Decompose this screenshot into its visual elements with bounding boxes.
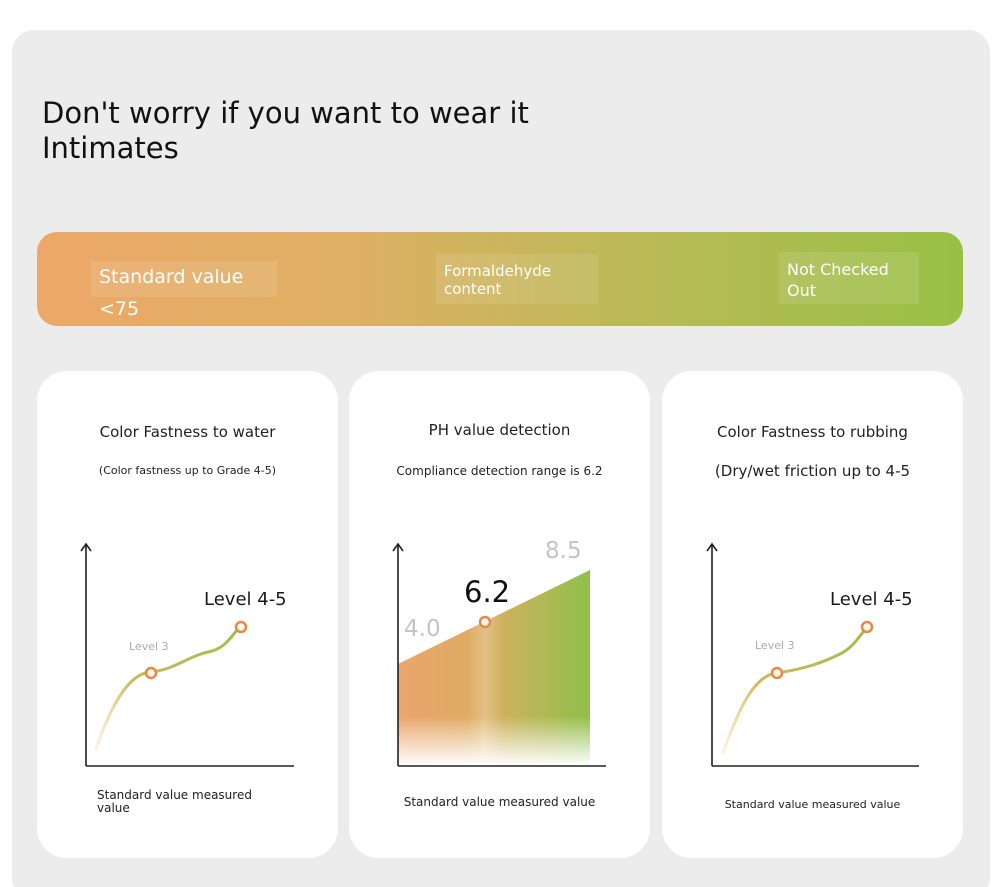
point-6-2 [478, 615, 492, 629]
water-fastness-chart: Level 3 Level 4-5 [80, 542, 294, 767]
point-level-4-5 [860, 620, 874, 634]
y-axis-arrow [392, 542, 404, 552]
annotation-level-4-5: Level 4-5 [830, 589, 913, 610]
card-water-fastness: Color Fastness to water (Color fastness … [37, 371, 338, 858]
headline-line-2: Intimates [42, 131, 179, 165]
area-fade [398, 716, 590, 766]
x-axis-caption: Standard value measured value [403, 795, 596, 809]
card-ph-value: PH value detection Compliance detection … [349, 371, 650, 858]
banner-item-formaldehyde: Formaldehyde content [436, 254, 598, 304]
x-axis-caption: Standard value measured value [97, 788, 252, 815]
card-subtitle: (Color fastness up to Grade 4-5) [98, 464, 277, 477]
value-label-6-2: 6.2 [464, 575, 510, 609]
card-subtitle: Compliance detection range is 6.2 [396, 464, 603, 478]
point-level-3 [770, 666, 784, 680]
banner-item-standard-value: Standard value <75 [91, 261, 277, 320]
x-axis-caption: Standard value measured value [724, 798, 901, 811]
point-level-3 [144, 666, 158, 680]
point-level-4-5 [234, 620, 248, 634]
headline-line-1: Don't worry if you want to wear it [42, 96, 529, 130]
y-axis-arrow [706, 542, 718, 552]
annotation-level-3: Level 3 [129, 640, 169, 653]
rubbing-fastness-chart: Level 3 Level 4-5 [706, 542, 919, 767]
value-label-4-0: 4.0 [404, 616, 441, 642]
card-title: Color Fastness to water [99, 423, 276, 441]
card-rubbing-fastness: Color Fastness to rubbing (Dry/wet frict… [662, 371, 963, 858]
page-headline: Don't worry if you want to wear it Intim… [42, 96, 602, 166]
banner-item-not-checked: Not Checked Out [779, 252, 919, 304]
annotation-level-4-5: Level 4-5 [204, 589, 287, 610]
card-title: Color Fastness to rubbing [717, 423, 908, 441]
y-axis-arrow [80, 542, 92, 552]
card-title: PH value detection [428, 421, 571, 439]
annotation-level-3: Level 3 [755, 639, 795, 652]
series-line [721, 625, 869, 755]
series-line [94, 625, 242, 751]
value-label-8-5: 8.5 [545, 538, 582, 564]
standards-banner [37, 232, 963, 326]
ph-value-chart: 4.0 6.2 8.5 [392, 538, 606, 767]
card-subtitle: (Dry/wet friction up to 4-5 [714, 462, 911, 480]
